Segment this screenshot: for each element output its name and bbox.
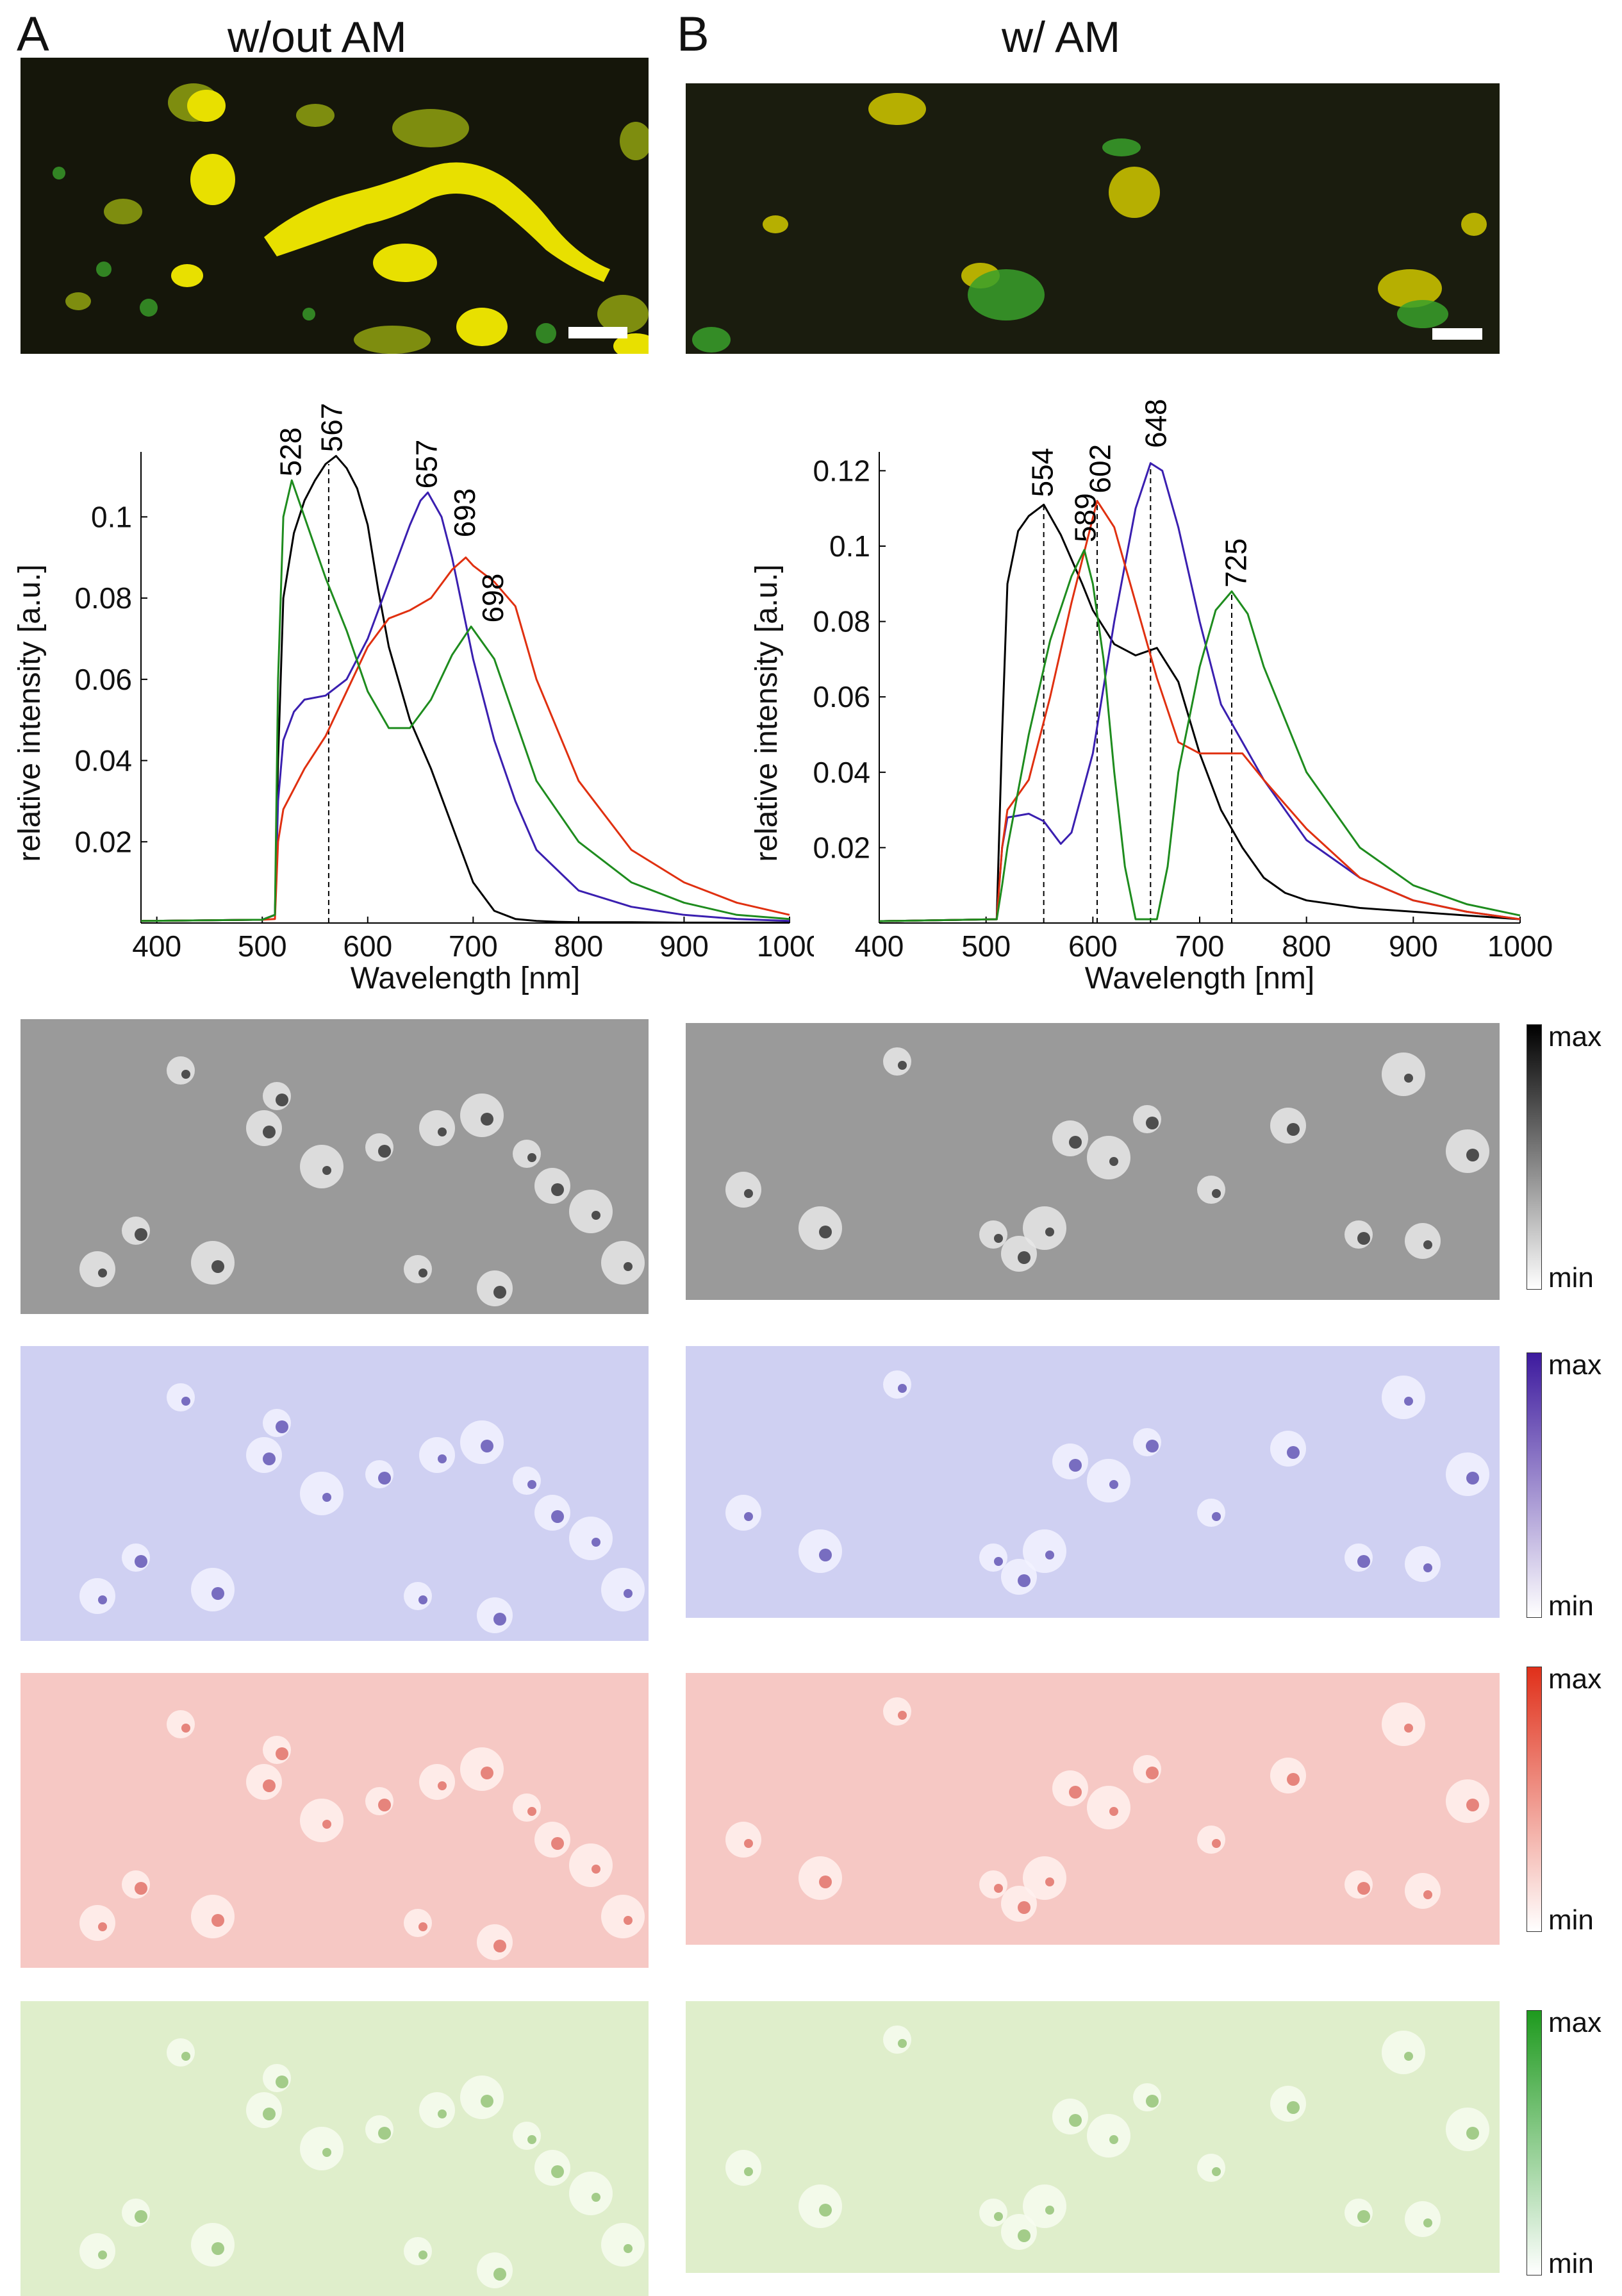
y-tick-label: 0.08 xyxy=(74,581,132,615)
x-tick-label: 800 xyxy=(1282,929,1331,963)
y-tick-label: 0.04 xyxy=(813,756,870,789)
peak-label: 567 xyxy=(315,403,348,453)
green-channel-image-a xyxy=(21,2001,649,2296)
y-tick-label: 0.12 xyxy=(813,454,870,487)
x-tick-label: 900 xyxy=(1389,929,1438,963)
series-line-red xyxy=(140,556,790,922)
y-axis-label: relative intensity [a.u.] xyxy=(13,564,47,861)
y-axis-label: relative intensity [a.u.] xyxy=(750,564,784,861)
x-tick-label: 700 xyxy=(1175,929,1225,963)
x-tick-label: 400 xyxy=(132,929,181,963)
panel-b-letter: B xyxy=(677,7,709,62)
y-tick-label: 0.02 xyxy=(813,831,870,864)
x-tick-label: 800 xyxy=(554,929,604,963)
series-line-blue xyxy=(879,462,1521,922)
green-channel-image-b xyxy=(686,2001,1500,2273)
blue-channel-image-b xyxy=(686,1346,1500,1618)
colorbar-max-label: max xyxy=(1548,1349,1602,1381)
fluorescence-image-a xyxy=(21,58,649,354)
x-tick-label: 1000 xyxy=(1487,929,1553,963)
grayscale-image-a xyxy=(21,1019,649,1314)
peak-label: 657 xyxy=(410,440,443,489)
y-tick-label: 0.06 xyxy=(74,663,132,696)
panel-a-letter: A xyxy=(17,7,49,62)
x-tick-label: 500 xyxy=(238,929,287,963)
panel-b-title: w/ AM xyxy=(1002,13,1121,62)
blue-channel-image-a xyxy=(21,1346,649,1641)
y-tick-label: 0.04 xyxy=(74,744,132,778)
y-tick-label: 0.1 xyxy=(829,529,870,563)
y-tick-label: 0.1 xyxy=(91,500,132,533)
x-tick-label: 1000 xyxy=(757,929,814,963)
x-tick-label: 700 xyxy=(449,929,498,963)
colorbar-green xyxy=(1527,2010,1542,2275)
x-tick-label: 600 xyxy=(343,929,392,963)
y-tick-label: 0.02 xyxy=(74,825,132,858)
scale-bar-a xyxy=(568,327,627,338)
peak-label: 554 xyxy=(1026,448,1059,497)
x-tick-label: 600 xyxy=(1068,929,1118,963)
colorbar-max-label: max xyxy=(1548,1021,1602,1052)
series-line-black xyxy=(140,454,790,924)
peak-label: 589 xyxy=(1068,493,1102,542)
fluorescence-image-b xyxy=(686,83,1500,354)
scale-bar-b xyxy=(1432,328,1482,340)
colorbar-blue xyxy=(1527,1352,1542,1618)
series-line-red xyxy=(879,499,1521,922)
colorbar-min-label: min xyxy=(1548,2248,1594,2279)
colorbar-red xyxy=(1527,1667,1542,1932)
series-line-blue xyxy=(140,491,790,922)
peak-label: 693 xyxy=(448,488,481,538)
x-tick-label: 500 xyxy=(961,929,1011,963)
peak-label: 648 xyxy=(1139,399,1172,448)
peak-label: 698 xyxy=(476,574,509,623)
red-channel-image-a xyxy=(21,1673,649,1968)
x-axis-label: Wavelength [nm] xyxy=(351,961,580,995)
x-tick-label: 400 xyxy=(855,929,904,963)
peak-label: 602 xyxy=(1084,444,1117,494)
series-line-green xyxy=(140,479,790,922)
x-axis-label: Wavelength [nm] xyxy=(1085,961,1314,995)
spectrum-chart-a: 400 500 600 700 800 900 1000 0.02 0.04 0.06 0.08 0.… xyxy=(0,385,822,1019)
series-line-black xyxy=(879,503,1521,922)
colorbar-max-label: max xyxy=(1548,1663,1602,1695)
peak-label: 528 xyxy=(274,428,307,477)
colorbar-min-label: min xyxy=(1548,1590,1594,1622)
colorbar-min-label: min xyxy=(1548,1904,1594,1936)
y-tick-label: 0.06 xyxy=(813,680,870,713)
grayscale-image-b xyxy=(686,1023,1500,1300)
red-channel-image-b xyxy=(686,1673,1500,1945)
colorbar-max-label: max xyxy=(1548,2007,1602,2038)
panel-a-title: w/out AM xyxy=(228,13,407,62)
x-tick-label: 900 xyxy=(659,929,709,963)
series-line-green xyxy=(879,549,1521,922)
colorbar-gray xyxy=(1527,1024,1542,1290)
y-tick-label: 0.08 xyxy=(813,605,870,638)
spectrum-chart-b: 400 500 600 700 800 900 1000 0.02 0.04 0.06 0.08 0.… xyxy=(731,385,1622,1019)
colorbar-min-label: min xyxy=(1548,1262,1594,1294)
peak-label: 725 xyxy=(1219,538,1252,588)
